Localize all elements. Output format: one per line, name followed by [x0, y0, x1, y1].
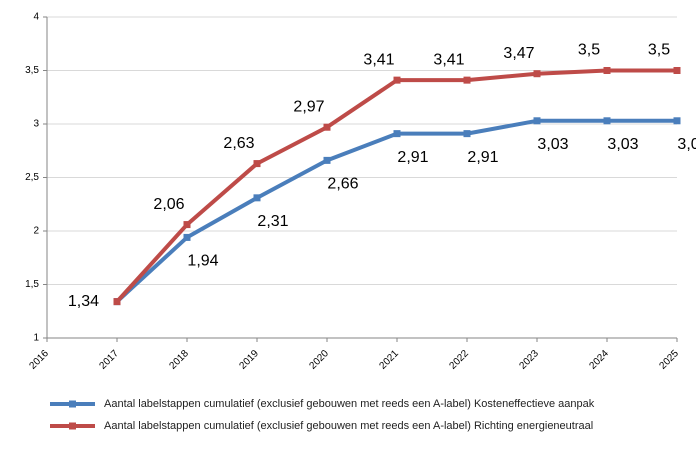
marker	[673, 117, 681, 125]
marker	[393, 130, 401, 138]
x-tick-label: 2022	[447, 348, 471, 372]
y-tick-label: 2,5	[25, 172, 39, 183]
data-label: 3,03	[677, 136, 696, 153]
y-tick-label: 3,5	[25, 65, 39, 76]
marker	[113, 298, 121, 306]
data-label: 2,91	[397, 149, 428, 166]
x-tick-label: 2021	[377, 348, 401, 372]
data-label: 3,03	[537, 136, 568, 153]
legend-label: Aantal labelstappen cumulatief (exclusie…	[104, 398, 595, 410]
data-label: 1,94	[187, 253, 218, 270]
marker	[673, 67, 681, 74]
y-tick-label: 2	[33, 226, 39, 237]
legend-marker	[69, 422, 76, 430]
data-label: 3,5	[648, 42, 670, 59]
marker	[253, 160, 261, 168]
data-label: 2,06	[153, 196, 184, 213]
x-tick-label: 2024	[587, 348, 611, 372]
data-label: 3,47	[503, 45, 534, 62]
legend-label: Aantal labelstappen cumulatief (exclusie…	[104, 420, 593, 432]
x-tick-label: 2025	[657, 348, 681, 372]
marker	[603, 67, 611, 74]
data-label: 2,91	[467, 149, 498, 166]
y-tick-label: 1,5	[25, 279, 39, 290]
marker	[533, 117, 541, 125]
x-tick-label: 2019	[237, 348, 261, 372]
marker	[183, 221, 191, 229]
marker	[463, 130, 471, 138]
data-label: 3,41	[433, 51, 464, 68]
x-tick-label: 2018	[167, 348, 191, 372]
marker	[393, 76, 401, 84]
y-tick-label: 1	[33, 333, 39, 344]
data-label: 2,63	[223, 135, 254, 152]
data-label: 3,5	[578, 42, 600, 59]
data-label: 2,31	[257, 213, 288, 230]
marker	[323, 123, 331, 131]
data-label: 1,34	[68, 293, 99, 310]
marker	[183, 233, 191, 241]
x-tick-label: 2017	[97, 348, 121, 372]
x-tick-label: 2016	[27, 348, 51, 372]
data-label: 2,66	[327, 176, 358, 193]
x-tick-label: 2020	[307, 348, 331, 372]
data-label: 3,03	[607, 136, 638, 153]
marker	[323, 156, 331, 164]
x-tick-label: 2023	[517, 348, 541, 372]
data-label: 2,97	[293, 98, 324, 115]
y-tick-label: 3	[33, 119, 39, 130]
marker	[603, 117, 611, 125]
data-label: 3,41	[363, 51, 394, 68]
y-tick-label: 4	[33, 12, 39, 23]
legend-marker	[69, 400, 76, 408]
marker	[253, 194, 261, 202]
marker	[533, 70, 541, 78]
marker	[463, 76, 471, 84]
